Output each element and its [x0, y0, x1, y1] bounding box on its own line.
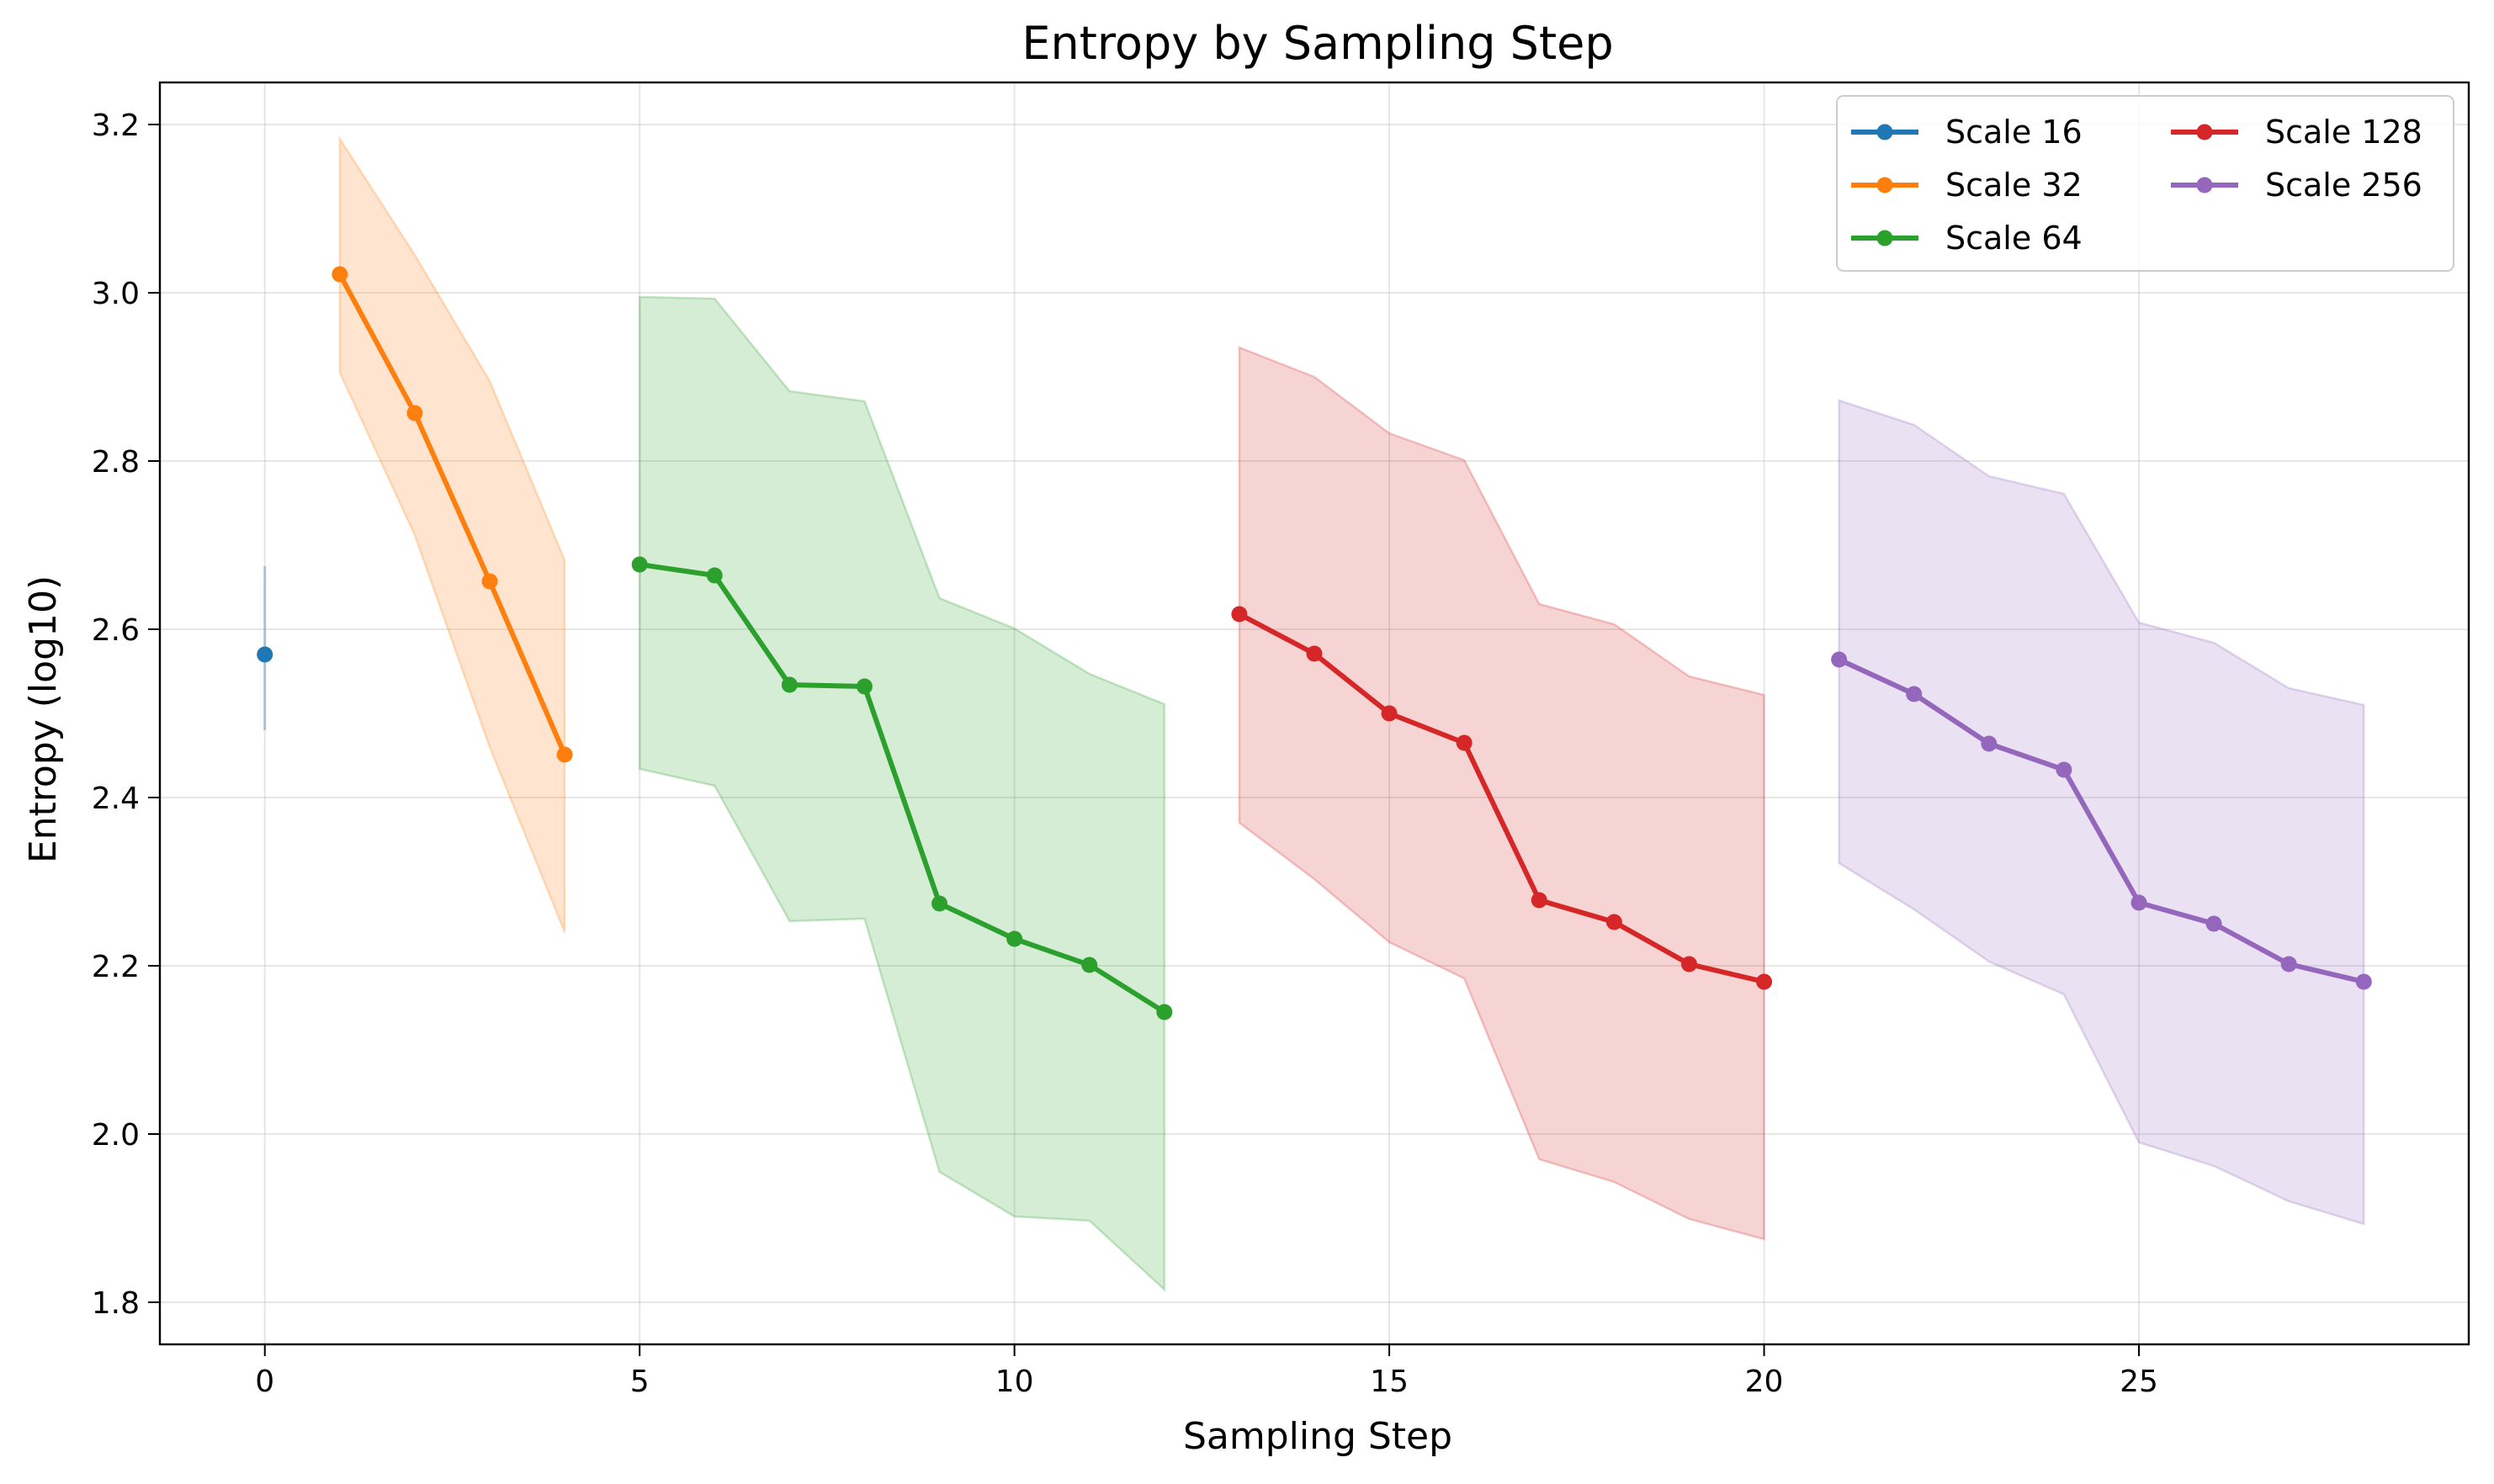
scale-256-point [2131, 894, 2147, 911]
scale-32-line [337, 272, 568, 757]
x-axis: 0 5 10 15 20 25 [255, 1344, 2158, 1399]
scale-256-point [2280, 956, 2297, 973]
y-tick-label: 2.2 [92, 950, 140, 984]
legend: Scale 16 Scale 32 Scale 64 Scale 128 Scale 2… [1836, 95, 2454, 272]
y-tick-label: 3.0 [92, 277, 140, 311]
scale-64-point [706, 567, 723, 584]
scale-64-point [1006, 930, 1023, 947]
scale-128-point [1605, 914, 1622, 930]
scale-64-point [1156, 1004, 1173, 1020]
scale-64-point [781, 676, 798, 693]
chart-title: Entropy by Sampling Step [1021, 17, 1613, 70]
series-lines [337, 272, 2367, 1015]
legend-label-scale-256: Scale 256 [2265, 167, 2422, 204]
scale-32-point [406, 405, 423, 421]
scale-64-line [637, 562, 1167, 1015]
y-tick-label: 3.2 [92, 109, 140, 143]
x-tick-label: 25 [2120, 1365, 2158, 1399]
legend-label-scale-128: Scale 128 [2265, 114, 2422, 151]
y-axis-label: Entropy (log10) [22, 575, 65, 863]
y-tick-label: 2.8 [92, 445, 140, 480]
scale-128-point [1306, 645, 1323, 662]
x-tick-label: 20 [1745, 1365, 1784, 1399]
y-tick-label: 1.8 [92, 1286, 140, 1321]
scale-16-point [257, 646, 273, 663]
x-tick-label: 0 [255, 1365, 274, 1399]
x-tick-label: 10 [995, 1365, 1034, 1399]
scale-256-point [2205, 915, 2222, 932]
scale-32-point [332, 266, 348, 283]
scale-32-band [338, 135, 566, 933]
scale-128-point [1756, 973, 1773, 990]
x-axis-label: Sampling Step [1183, 1415, 1452, 1458]
grid [160, 82, 2469, 1344]
scale-32-point [556, 746, 573, 763]
scale-64-point [856, 678, 873, 695]
scale-64-point [931, 895, 948, 912]
scale-256-point [2056, 761, 2072, 778]
y-tick-label: 2.6 [92, 613, 140, 648]
legend-label-scale-16: Scale 16 [1945, 114, 2083, 151]
scale-256-point [1906, 686, 1923, 702]
plot-frame [158, 81, 2470, 1346]
legend-marker-scale-32 [1876, 177, 1893, 193]
legend-marker-scale-128 [2196, 124, 2213, 140]
scale-256-point [1981, 735, 1998, 752]
scale-128-point [1381, 705, 1398, 722]
x-tick-label: 15 [1370, 1365, 1409, 1399]
scale-32-point [481, 573, 498, 590]
legend-marker-scale-16 [1876, 124, 1893, 140]
legend-marker-scale-64 [1876, 230, 1893, 246]
scale-128-point [1531, 892, 1547, 909]
scale-128-point [1456, 734, 1473, 751]
x-tick-label: 5 [630, 1365, 650, 1399]
scale-256-point [1831, 651, 1848, 668]
scale-128-band [1238, 346, 1765, 1241]
legend-label-scale-64: Scale 64 [1945, 220, 2083, 257]
scale-128-point [1680, 956, 1697, 973]
scale-256-line [1836, 657, 2367, 984]
scale-64-point [631, 556, 648, 573]
scale-64-point [1081, 957, 1098, 973]
y-tick-label: 2.4 [92, 782, 140, 816]
scale-128-point [1231, 606, 1248, 623]
legend-marker-scale-256 [2196, 177, 2213, 193]
y-axis: 1.8 2.0 2.2 2.4 2.6 2.8 3.0 3.2 [92, 109, 160, 1321]
scale-256-band [1838, 399, 2365, 1226]
scale-128-line [1236, 612, 1767, 984]
legend-label-scale-32: Scale 32 [1945, 167, 2083, 204]
scale-256-point [2355, 973, 2372, 990]
y-tick-label: 2.0 [92, 1118, 140, 1153]
legend-box [1836, 95, 2454, 272]
series-points [257, 266, 2372, 1020]
